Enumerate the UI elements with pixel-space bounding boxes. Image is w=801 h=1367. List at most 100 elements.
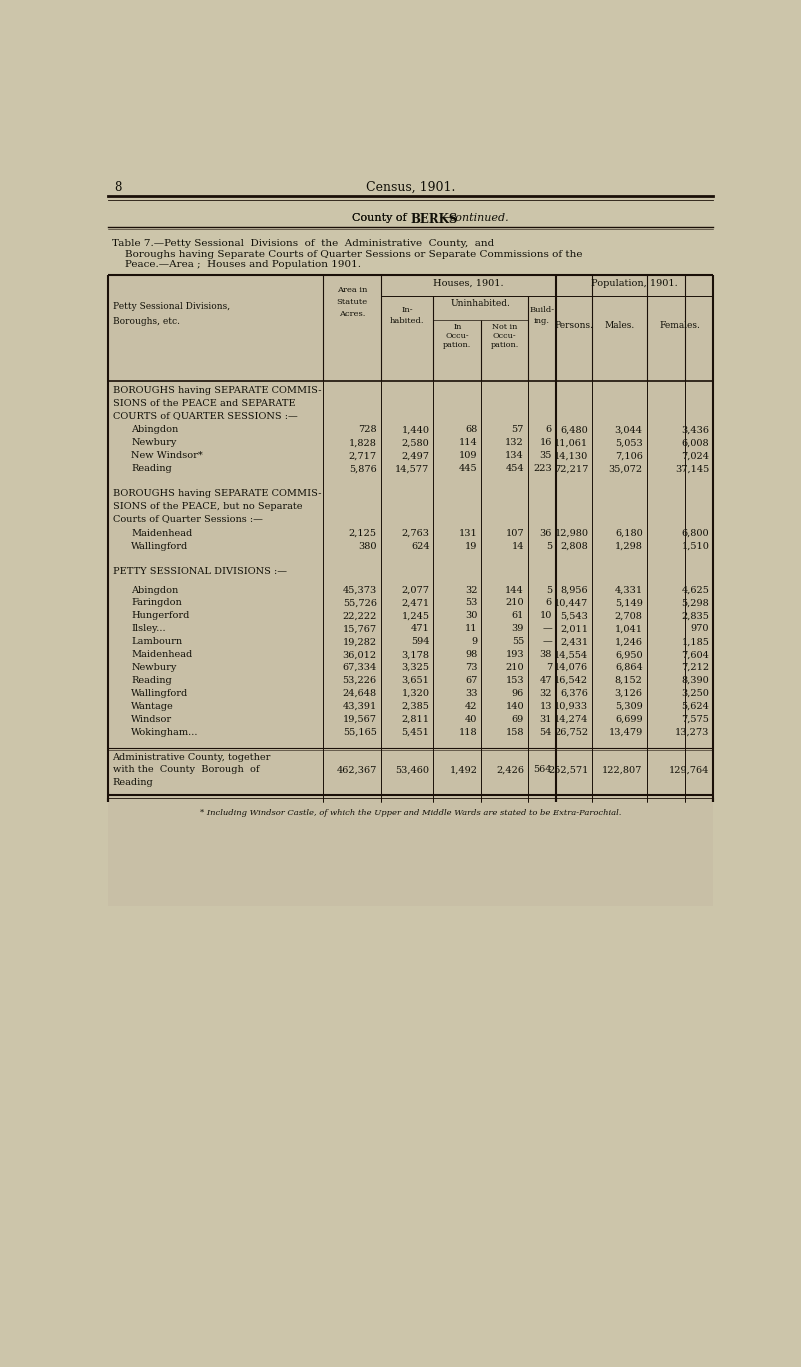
Text: 3,325: 3,325: [401, 663, 429, 673]
Text: 5,876: 5,876: [349, 465, 376, 473]
Text: 13: 13: [539, 701, 552, 711]
Text: 6,800: 6,800: [682, 529, 709, 537]
Text: 14: 14: [512, 541, 524, 551]
Text: Persons.: Persons.: [554, 321, 594, 329]
Text: 970: 970: [690, 625, 709, 633]
Text: Uninhabited.: Uninhabited.: [451, 299, 510, 308]
Text: 26,752: 26,752: [554, 727, 589, 737]
Text: 10,933: 10,933: [554, 701, 589, 711]
Text: 3,651: 3,651: [401, 677, 429, 685]
Text: Acres.: Acres.: [339, 309, 365, 317]
Text: County of: County of: [352, 212, 410, 223]
Text: 19,282: 19,282: [343, 637, 376, 647]
Text: Occu-: Occu-: [445, 332, 469, 340]
Text: 210: 210: [505, 599, 524, 607]
Text: 5,309: 5,309: [615, 701, 642, 711]
Bar: [108, 275, 713, 906]
Text: Occu-: Occu-: [493, 332, 517, 340]
Text: 14,076: 14,076: [554, 663, 589, 673]
Text: 16,542: 16,542: [554, 677, 589, 685]
Text: 36,012: 36,012: [343, 651, 376, 659]
Text: Petty Sessional Divisions,: Petty Sessional Divisions,: [112, 302, 230, 310]
Text: Windsor: Windsor: [131, 715, 172, 725]
Text: 13,479: 13,479: [609, 727, 642, 737]
Text: Courts of Quarter Sessions :—: Courts of Quarter Sessions :—: [112, 514, 263, 524]
Text: 1,440: 1,440: [401, 425, 429, 435]
Text: 2,385: 2,385: [401, 701, 429, 711]
Text: 7: 7: [545, 663, 552, 673]
Text: 3,250: 3,250: [682, 689, 709, 699]
Text: Administrative County, together: Administrative County, together: [112, 753, 271, 761]
Text: Area in: Area in: [336, 287, 367, 294]
Text: 32: 32: [465, 585, 477, 595]
Text: 2,763: 2,763: [401, 529, 429, 537]
Text: 122,807: 122,807: [602, 766, 642, 774]
Text: 11,061: 11,061: [554, 439, 589, 447]
Text: 5: 5: [545, 541, 552, 551]
Text: 1,492: 1,492: [449, 766, 477, 774]
Text: 55: 55: [512, 637, 524, 647]
Text: 6,008: 6,008: [682, 439, 709, 447]
Text: Newbury: Newbury: [131, 439, 176, 447]
Text: 144: 144: [505, 585, 524, 595]
Text: In-: In-: [401, 306, 413, 314]
Text: 1,185: 1,185: [682, 637, 709, 647]
Text: 454: 454: [505, 465, 524, 473]
Text: Faringdon: Faringdon: [131, 599, 182, 607]
Text: 131: 131: [459, 529, 477, 537]
Text: pation.: pation.: [443, 342, 472, 349]
Text: 5,149: 5,149: [614, 599, 642, 607]
Text: 2,835: 2,835: [682, 611, 709, 621]
Text: 53,226: 53,226: [343, 677, 376, 685]
Text: 129,764: 129,764: [669, 766, 709, 774]
Text: 57: 57: [512, 425, 524, 435]
Text: 3,436: 3,436: [682, 425, 709, 435]
Text: Reading: Reading: [131, 465, 172, 473]
Text: 2,011: 2,011: [561, 625, 589, 633]
Text: 5,298: 5,298: [682, 599, 709, 607]
Text: 3,178: 3,178: [401, 651, 429, 659]
Text: 5,624: 5,624: [682, 701, 709, 711]
Text: 47: 47: [539, 677, 552, 685]
Text: 37,145: 37,145: [675, 465, 709, 473]
Text: —: —: [440, 212, 451, 223]
Text: 19,567: 19,567: [343, 715, 376, 725]
Text: 9: 9: [472, 637, 477, 647]
Text: 67: 67: [465, 677, 477, 685]
Text: Hungerford: Hungerford: [131, 611, 190, 621]
Text: 24,648: 24,648: [343, 689, 376, 699]
Text: habited.: habited.: [390, 317, 425, 325]
Text: Females.: Females.: [659, 321, 700, 329]
Text: 3,126: 3,126: [614, 689, 642, 699]
Text: 1,828: 1,828: [349, 439, 376, 447]
Text: 42: 42: [465, 701, 477, 711]
Text: 6,699: 6,699: [615, 715, 642, 725]
Text: 5,451: 5,451: [401, 727, 429, 737]
Text: 14,274: 14,274: [554, 715, 589, 725]
Text: 462,367: 462,367: [336, 766, 376, 774]
Text: 6,950: 6,950: [615, 651, 642, 659]
Text: County of: County of: [352, 212, 410, 223]
Text: Maidenhead: Maidenhead: [131, 529, 192, 537]
Text: 10,447: 10,447: [554, 599, 589, 607]
Text: 158: 158: [505, 727, 524, 737]
Text: 193: 193: [505, 651, 524, 659]
Text: SIONS of the PEACE, but no Separate: SIONS of the PEACE, but no Separate: [112, 502, 302, 511]
Text: 68: 68: [465, 425, 477, 435]
Text: 73: 73: [465, 663, 477, 673]
Text: 2,497: 2,497: [401, 451, 429, 461]
Text: 223: 223: [533, 465, 552, 473]
Text: 153: 153: [505, 677, 524, 685]
Text: 53,460: 53,460: [396, 766, 429, 774]
Text: 14,554: 14,554: [554, 651, 589, 659]
Text: Abingdon: Abingdon: [131, 585, 179, 595]
Text: ing.: ing.: [534, 317, 549, 325]
Text: Population, 1901.: Population, 1901.: [591, 279, 678, 288]
Text: 6: 6: [545, 599, 552, 607]
Text: 39: 39: [512, 625, 524, 633]
Text: —: —: [542, 625, 552, 633]
Text: 45,373: 45,373: [343, 585, 376, 595]
Text: Table 7.—Petty Sessional  Divisions  of  the  Administrative  County,  and: Table 7.—Petty Sessional Divisions of th…: [112, 239, 494, 247]
Text: 98: 98: [465, 651, 477, 659]
Text: 54: 54: [540, 727, 552, 737]
